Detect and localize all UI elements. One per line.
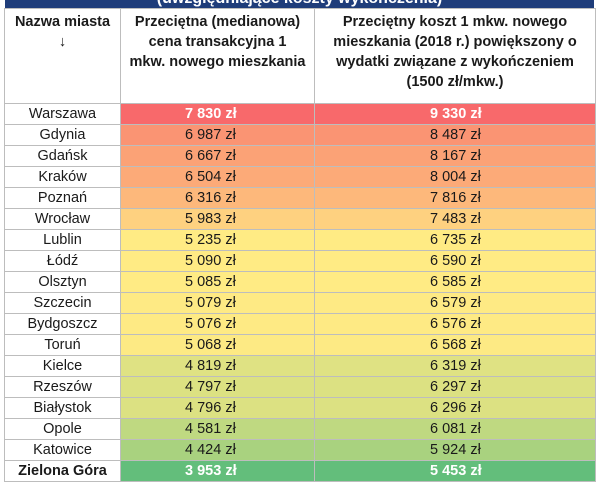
table-row: Kraków 6 504 zł 8 004 zł — [4, 166, 596, 188]
cell-median-price: 5 983 zł — [120, 208, 315, 230]
cell-total-cost: 6 296 zł — [314, 397, 596, 419]
cell-median-price: 4 796 zł — [120, 397, 315, 419]
cell-total-cost: 9 330 zł — [314, 103, 596, 125]
table-row: Lublin 5 235 zł 6 735 zł — [4, 229, 596, 251]
cell-median-price: 6 987 zł — [120, 124, 315, 146]
cell-total-cost: 6 585 zł — [314, 271, 596, 293]
table-row: Gdynia 6 987 zł 8 487 zł — [4, 124, 596, 146]
cell-median-price: 5 079 zł — [120, 292, 315, 314]
table-row: Toruń 5 068 zł 6 568 zł — [4, 334, 596, 356]
cell-total-cost: 6 579 zł — [314, 292, 596, 314]
banner-title: (uwzględniające koszty wykończenia) — [5, 0, 594, 8]
cell-total-cost: 6 735 zł — [314, 229, 596, 251]
cell-total-cost: 7 483 zł — [314, 208, 596, 230]
cell-city: Rzeszów — [4, 376, 121, 398]
cell-median-price: 6 667 zł — [120, 145, 315, 167]
table-row: Zielona Góra 3 953 zł 5 453 zł — [4, 460, 596, 482]
cell-city: Gdańsk — [4, 145, 121, 167]
cell-median-price: 6 316 zł — [120, 187, 315, 209]
cell-median-price: 4 819 zł — [120, 355, 315, 377]
cell-median-price: 5 235 zł — [120, 229, 315, 251]
header-total-cost: Przeciętny koszt 1 mkw. nowego mieszkani… — [314, 8, 596, 104]
cell-total-cost: 6 576 zł — [314, 313, 596, 335]
table-row: Białystok 4 796 zł 6 296 zł — [4, 397, 596, 419]
sort-arrow-icon[interactable]: ↓ — [58, 34, 67, 50]
table-header-row: Nazwa miasta ↓ Przeciętna (medianowa) ce… — [4, 8, 596, 104]
table-row: Szczecin 5 079 zł 6 579 zł — [4, 292, 596, 314]
table-body: Warszawa 7 830 zł 9 330 zł Gdynia 6 987 zł 8 … — [4, 103, 596, 482]
table-row: Wrocław 5 983 zł 7 483 zł — [4, 208, 596, 230]
table-row: Gdańsk 6 667 zł 8 167 zł — [4, 145, 596, 167]
cell-total-cost: 6 590 zł — [314, 250, 596, 272]
cell-city: Toruń — [4, 334, 121, 356]
header-median-price: Przeciętna (medianowa) cena transakcyjna… — [120, 8, 315, 104]
cell-city: Białystok — [4, 397, 121, 419]
cell-city: Opole — [4, 418, 121, 440]
cell-city: Wrocław — [4, 208, 121, 230]
cell-total-cost: 5 453 zł — [314, 460, 596, 482]
cell-city: Lublin — [4, 229, 121, 251]
cell-median-price: 5 090 zł — [120, 250, 315, 272]
cell-median-price: 4 797 zł — [120, 376, 315, 398]
cell-median-price: 7 830 zł — [120, 103, 315, 125]
cell-city: Gdynia — [4, 124, 121, 146]
cell-city: Warszawa — [4, 103, 121, 125]
cell-city: Szczecin — [4, 292, 121, 314]
cell-total-cost: 8 487 zł — [314, 124, 596, 146]
cell-total-cost: 6 081 zł — [314, 418, 596, 440]
cell-median-price: 4 424 zł — [120, 439, 315, 461]
cell-city: Olsztyn — [4, 271, 121, 293]
cell-total-cost: 5 924 zł — [314, 439, 596, 461]
cell-total-cost: 6 319 zł — [314, 355, 596, 377]
cell-city: Poznań — [4, 187, 121, 209]
table-row: Poznań 6 316 zł 7 816 zł — [4, 187, 596, 209]
cell-median-price: 6 504 zł — [120, 166, 315, 188]
table-row: Kielce 4 819 zł 6 319 zł — [4, 355, 596, 377]
cell-median-price: 5 068 zł — [120, 334, 315, 356]
cell-median-price: 5 076 zł — [120, 313, 315, 335]
cell-total-cost: 7 816 zł — [314, 187, 596, 209]
price-table: Nazwa miasta ↓ Przeciętna (medianowa) ce… — [4, 8, 596, 482]
header-city-label: Nazwa miasta — [14, 14, 111, 30]
table-row: Opole 4 581 zł 6 081 zł — [4, 418, 596, 440]
cell-total-cost: 8 004 zł — [314, 166, 596, 188]
cell-total-cost: 6 297 zł — [314, 376, 596, 398]
cell-city: Katowice — [4, 439, 121, 461]
table-row: Olsztyn 5 085 zł 6 585 zł — [4, 271, 596, 293]
cell-total-cost: 6 568 zł — [314, 334, 596, 356]
cell-median-price: 3 953 zł — [120, 460, 315, 482]
table-row: Łódź 5 090 zł 6 590 zł — [4, 250, 596, 272]
table-row: Bydgoszcz 5 076 zł 6 576 zł — [4, 313, 596, 335]
cell-median-price: 5 085 zł — [120, 271, 315, 293]
title-banner: (uwzględniające koszty wykończenia) — [5, 0, 594, 8]
cell-total-cost: 8 167 zł — [314, 145, 596, 167]
header-city[interactable]: Nazwa miasta ↓ — [4, 8, 121, 104]
cell-city: Kielce — [4, 355, 121, 377]
cell-city: Kraków — [4, 166, 121, 188]
cell-city: Bydgoszcz — [4, 313, 121, 335]
table-row: Rzeszów 4 797 zł 6 297 zł — [4, 376, 596, 398]
table-row: Katowice 4 424 zł 5 924 zł — [4, 439, 596, 461]
cell-city: Zielona Góra — [4, 460, 121, 482]
cell-median-price: 4 581 zł — [120, 418, 315, 440]
cell-city: Łódź — [4, 250, 121, 272]
table-row: Warszawa 7 830 zł 9 330 zł — [4, 103, 596, 125]
